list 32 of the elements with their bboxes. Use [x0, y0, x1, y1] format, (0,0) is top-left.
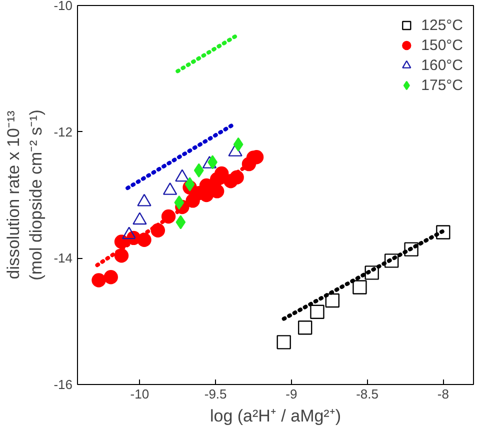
legend-label: 160°C — [421, 56, 463, 74]
x-tick-label: -10 — [130, 386, 150, 402]
point — [436, 225, 450, 240]
point — [184, 177, 195, 192]
point — [174, 195, 184, 210]
point — [404, 242, 418, 256]
y-tick-label: -14 — [54, 250, 73, 266]
y-tick-label: -10 — [54, 0, 73, 13]
point — [364, 266, 379, 280]
x-tick-label: -8 — [437, 386, 449, 402]
point — [325, 293, 340, 308]
y-axis-title: dissolution rate x 10⁻¹³ (mol diopside cm⁻² s⁻¹) — [4, 110, 46, 280]
point — [194, 163, 204, 178]
x-axis-title: log (a²H⁺ / aMg²⁺) — [210, 406, 342, 426]
x-tick-label: -8.5 — [356, 386, 378, 402]
legend-label: 150°C — [421, 36, 463, 54]
point — [384, 254, 399, 268]
point — [298, 320, 312, 335]
y-tick-label: -12 — [54, 124, 73, 140]
legend-label: 125°C — [421, 16, 463, 34]
y-tick-label: -16 — [54, 377, 73, 392]
point — [276, 335, 291, 350]
point — [92, 273, 106, 288]
point — [310, 304, 324, 319]
x-tick-label: -9 — [286, 386, 298, 402]
point — [233, 137, 244, 152]
x-tick-label: -9.5 — [204, 386, 227, 402]
point — [176, 215, 186, 230]
point — [104, 270, 118, 284]
point — [352, 280, 367, 294]
point — [214, 166, 229, 181]
legend-label: 175°C — [421, 76, 463, 94]
